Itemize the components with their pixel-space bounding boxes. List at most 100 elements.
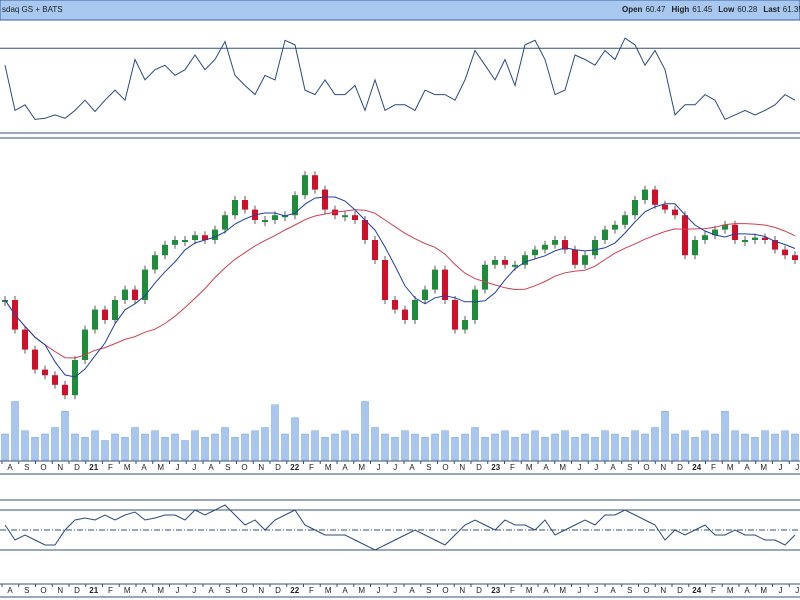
candle — [142, 269, 148, 300]
volume-bar — [761, 430, 769, 461]
volume-bar — [491, 433, 499, 461]
month-label: J — [578, 463, 582, 472]
candle — [432, 269, 438, 290]
month-label: D — [275, 463, 281, 472]
month-label: M — [358, 463, 365, 472]
month-label: M — [760, 463, 767, 472]
candle — [732, 224, 738, 240]
volume-bar — [121, 437, 129, 461]
volume-bar — [211, 433, 219, 461]
month-label: J — [377, 463, 381, 472]
volume-bar — [511, 437, 519, 461]
candle — [112, 300, 118, 320]
month-label: O — [442, 463, 448, 472]
month-label: S — [426, 586, 431, 595]
month-label: F — [711, 463, 716, 472]
month-label: J — [393, 463, 397, 472]
candle — [412, 300, 418, 320]
volume-bar — [1, 433, 9, 461]
month-label: S — [225, 586, 230, 595]
candle — [792, 255, 798, 260]
month-label: O — [643, 586, 649, 595]
month-label: S — [627, 586, 632, 595]
candle — [752, 237, 758, 240]
month-label: N — [57, 463, 63, 472]
month-label: N — [459, 586, 465, 595]
month-label: A — [7, 463, 13, 472]
volume-bar — [711, 433, 719, 461]
month-label: F — [108, 463, 113, 472]
candle — [272, 215, 278, 220]
month-label: A — [342, 463, 348, 472]
month-label: O — [40, 586, 46, 595]
candle — [362, 220, 368, 240]
volume-bar — [341, 430, 349, 461]
candle — [632, 200, 638, 216]
month-label: J — [192, 463, 196, 472]
volume-bar — [701, 430, 709, 461]
candle — [652, 189, 658, 205]
candle — [392, 300, 398, 310]
month-label: J — [795, 586, 799, 595]
volume-bar — [231, 437, 239, 461]
month-label: M — [727, 586, 734, 595]
volume-bar — [671, 433, 679, 461]
quote-value: 61.35 — [783, 5, 800, 14]
candle — [42, 369, 48, 376]
month-label: A — [610, 463, 616, 472]
volume-bar — [471, 427, 479, 461]
volume-bar — [321, 437, 329, 461]
month-label: S — [225, 463, 230, 472]
volume-bar — [561, 430, 569, 461]
volume-bar — [271, 404, 279, 461]
candle — [582, 255, 588, 265]
volume-bar — [301, 433, 309, 461]
month-label: O — [241, 463, 247, 472]
candle — [92, 309, 98, 330]
candle — [222, 215, 228, 230]
candle — [472, 289, 478, 320]
candle — [702, 235, 708, 240]
month-label: M — [559, 586, 566, 595]
month-label: J — [779, 463, 783, 472]
volume-bar — [81, 437, 89, 461]
volume-bar — [451, 437, 459, 461]
volume-bar — [71, 433, 79, 461]
volume-bar — [651, 427, 659, 461]
month-label: A — [342, 586, 348, 595]
volume-bar — [691, 437, 699, 461]
month-label: S — [24, 463, 29, 472]
volume-bar — [631, 430, 639, 461]
month-label: N — [57, 586, 63, 595]
month-label: A — [141, 586, 147, 595]
volume-bar — [291, 417, 299, 461]
candle — [682, 215, 688, 256]
volume-bar — [581, 433, 589, 461]
candle — [292, 195, 298, 216]
volume-bar — [191, 430, 199, 461]
volume-bar — [751, 437, 759, 461]
month-label: D — [677, 586, 683, 595]
volume-bar — [431, 433, 439, 461]
candle — [312, 175, 318, 190]
volume-bar — [281, 433, 289, 461]
candle — [442, 269, 448, 300]
month-label: M — [760, 586, 767, 595]
candle — [212, 229, 218, 240]
month-label: F — [510, 463, 515, 472]
volume-bar — [311, 430, 319, 461]
month-label: O — [442, 586, 448, 595]
month-label: J — [393, 586, 397, 595]
candle — [492, 260, 498, 265]
candle — [172, 240, 178, 245]
month-label: M — [358, 586, 365, 595]
volume-bar — [261, 427, 269, 461]
volume-bar — [731, 430, 739, 461]
month-label: N — [660, 463, 666, 472]
candle — [152, 255, 158, 270]
volume-bar — [641, 433, 649, 461]
volume-bar — [611, 433, 619, 461]
month-label: F — [309, 463, 314, 472]
volume-bar — [101, 440, 109, 461]
